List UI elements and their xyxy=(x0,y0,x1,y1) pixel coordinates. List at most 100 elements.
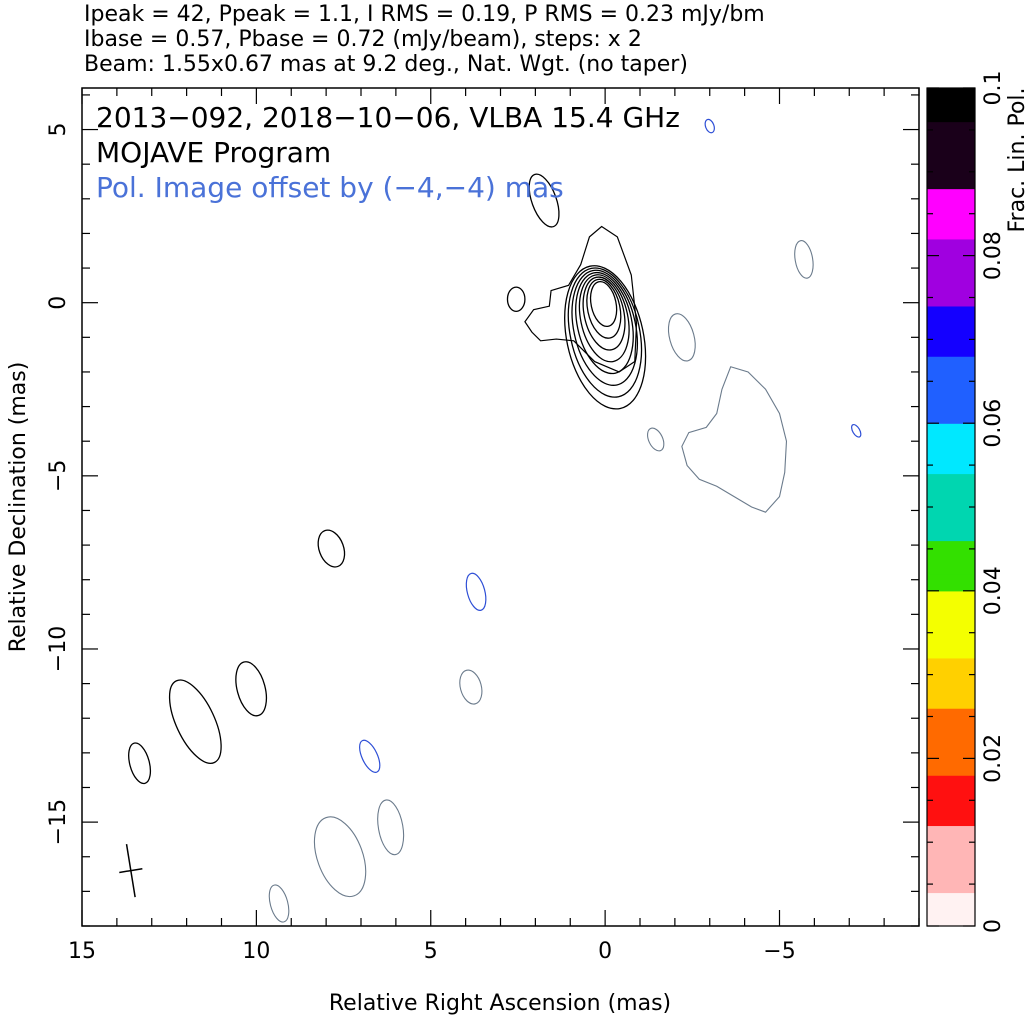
header-line-1: Ipeak = 42, Ppeak = 1.1, I RMS = 0.19, P… xyxy=(84,2,765,27)
colorbar-band xyxy=(927,858,975,877)
header-line-2: Ibase = 0.57, Pbase = 0.72 (mJy/beam), s… xyxy=(84,27,642,52)
pol-contour xyxy=(268,884,290,923)
colorbar-band xyxy=(927,439,975,458)
colorbar-band xyxy=(927,238,975,257)
colorbar-band xyxy=(927,121,975,139)
pol-contour xyxy=(647,427,665,452)
colorbar-band xyxy=(927,255,975,273)
colorbar-band xyxy=(927,641,975,659)
x-axis-label: Relative Right Ascension (mas) xyxy=(329,991,671,1016)
x-tick-label: 5 xyxy=(424,939,438,964)
core-outer-contour xyxy=(524,225,638,373)
colorbar-tick-label: 0.02 xyxy=(981,734,1006,783)
colorbar-label: Frac. Lin. Pol. xyxy=(1005,87,1027,232)
colorbar-band xyxy=(927,138,975,156)
y-tick-label: 0 xyxy=(46,296,71,310)
colorbar-band xyxy=(927,389,975,408)
header-line-3: Beam: 1.55x0.67 mas at 9.2 deg., Nat. Wg… xyxy=(84,52,688,77)
colorbar-band xyxy=(927,808,975,827)
stokes-i-contour xyxy=(235,661,268,717)
colorbar: 0 0.02 0.04 0.06 0.08 0.1 xyxy=(926,71,1006,933)
colorbar-band xyxy=(927,724,975,743)
pol-blue-contour xyxy=(851,423,862,438)
y-tick-label: −15 xyxy=(46,799,71,845)
pol-contour xyxy=(667,313,696,362)
colorbar-band xyxy=(927,590,975,609)
stokes-i-contour xyxy=(317,529,346,568)
colorbar-band xyxy=(927,356,975,374)
colorbar-band xyxy=(927,222,975,240)
core-contour xyxy=(564,265,647,410)
colorbar-band xyxy=(927,875,975,894)
colorbar-band xyxy=(927,456,975,475)
axis-ticks: 15 10 5 0 −5 5 0 −5 −10 −15 xyxy=(46,88,920,964)
beam-marker xyxy=(119,843,143,898)
colorbar-band xyxy=(927,607,975,625)
colorbar-band xyxy=(927,490,975,508)
colorbar-band xyxy=(927,557,975,575)
colorbar-band xyxy=(927,892,975,910)
colorbar-band xyxy=(927,708,975,726)
colorbar-band xyxy=(927,741,975,759)
pol-contour xyxy=(377,799,405,856)
colorbar-band xyxy=(927,322,975,340)
y-tick-label: 5 xyxy=(46,123,71,137)
core-contour xyxy=(567,267,643,398)
colorbar-tick-label: 0.1 xyxy=(981,71,1006,106)
colorbar-band xyxy=(927,188,975,206)
core-contour xyxy=(586,278,622,339)
annotation-pol-offset: Pol. Image offset by (−4,−4) mas xyxy=(96,171,564,204)
plot-frame xyxy=(81,87,920,927)
pol-contour xyxy=(794,240,814,279)
colorbar-band xyxy=(927,691,975,709)
y-tick-label: −5 xyxy=(46,460,71,492)
colorbar-band xyxy=(927,842,975,860)
colorbar-band xyxy=(927,305,975,324)
colorbar-band xyxy=(927,574,975,592)
colorbar-band xyxy=(927,657,975,676)
colorbar-band xyxy=(927,791,975,810)
x-tick-label: −5 xyxy=(763,939,795,964)
colorbar-band xyxy=(927,507,975,525)
y-tick-label: −10 xyxy=(46,626,71,672)
colorbar-tick-label: 0.04 xyxy=(981,566,1006,615)
colorbar-band xyxy=(927,104,975,123)
beam-minor-axis xyxy=(119,867,143,874)
core-contour xyxy=(575,271,634,375)
colorbar-band xyxy=(927,775,975,793)
core-contour xyxy=(571,269,638,386)
core-contour xyxy=(589,280,618,328)
pol-extended-contour xyxy=(681,366,788,513)
colorbar-band xyxy=(927,423,975,441)
annotation-program: MOJAVE Program xyxy=(96,136,331,169)
colorbar-band xyxy=(927,339,975,357)
colorbar-band xyxy=(927,406,975,424)
pol-contour xyxy=(459,669,483,705)
colorbar-band xyxy=(927,624,975,642)
stokes-i-contour xyxy=(528,173,560,228)
annotation-title: 2013−092, 2018−10−06, VLBA 15.4 GHz xyxy=(96,101,680,134)
stokes-i-contour xyxy=(128,742,152,785)
x-tick-label: 0 xyxy=(598,939,612,964)
colorbar-band xyxy=(927,372,975,391)
colorbar-band xyxy=(927,758,975,776)
colorbar-band xyxy=(927,473,975,491)
core-contour xyxy=(578,274,630,363)
colorbar-band xyxy=(927,155,975,173)
colorbar-tick-label: 0.08 xyxy=(981,231,1006,280)
colorbar-band xyxy=(927,674,975,692)
pol-blue-contour xyxy=(704,118,715,134)
colorbar-band xyxy=(927,171,975,190)
pol-blue-contour xyxy=(359,739,381,773)
x-tick-label: 10 xyxy=(242,939,270,964)
colorbar-tick-label: 0.06 xyxy=(981,399,1006,448)
stokes-i-contour xyxy=(168,679,222,764)
x-tick-label: 15 xyxy=(68,939,96,964)
colorbar-band xyxy=(927,205,975,223)
stokes-i-contour xyxy=(506,286,526,313)
colorbar-band xyxy=(927,289,975,307)
colorbar-band xyxy=(927,272,975,290)
colorbar-band xyxy=(927,825,975,843)
colorbar-band xyxy=(927,88,975,106)
